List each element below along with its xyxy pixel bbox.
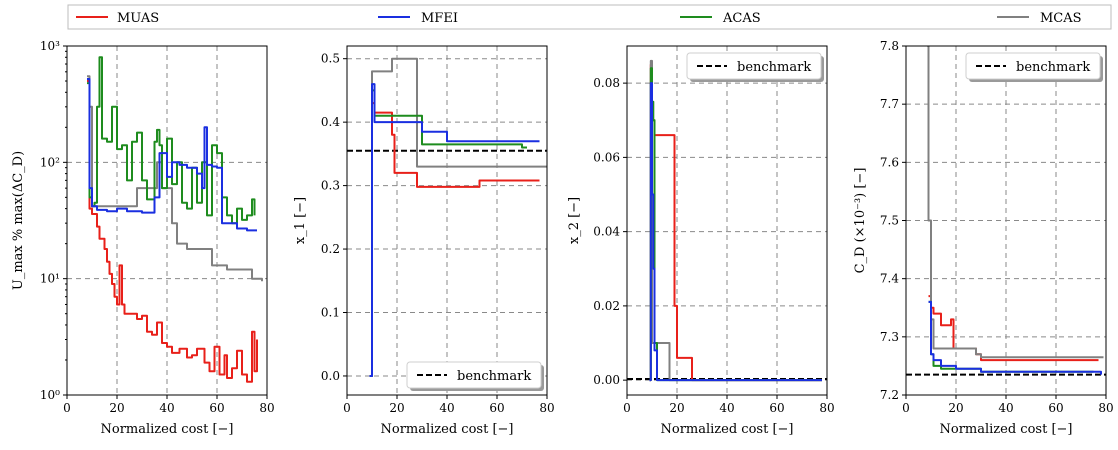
series-line-acas: [369, 89, 527, 377]
series-line-mcas: [927, 46, 1104, 359]
x-tick-label: 20: [109, 401, 124, 415]
plot-panels: 0 20 40 60 80 10⁰ 10¹ 10² 10³ Normalized cost [−]…: [11, 39, 1114, 437]
series-line-muas: [649, 63, 822, 382]
benchmark-legend-label: benchmark: [737, 60, 811, 75]
x-tick-label: 40: [159, 401, 174, 415]
legend-frame: [67, 4, 1112, 30]
x-tick-label: 80: [819, 401, 834, 415]
x-tick-label: 20: [389, 401, 404, 415]
x-axis-label: Normalized cost [−]: [381, 422, 514, 437]
x-axis-label: Normalized cost [−]: [661, 422, 794, 437]
y-tick-label: 10²: [40, 155, 60, 169]
y-tick-label: 7.6: [880, 155, 899, 169]
y-tick-label: 0.02: [593, 299, 620, 313]
y-axis-label: C_D (×10⁻³) [−]: [853, 168, 868, 274]
y-tick-label: 10⁰: [40, 388, 60, 402]
x-tick-label: 80: [539, 401, 554, 415]
legend-label-mfei: MFEI: [421, 11, 458, 26]
panel-3: 0 20 40 60 80 0.00 0.02 0.04 0.06 0.08 Normalized …: [567, 45, 835, 437]
y-axis-label: x_1 [−]: [293, 197, 308, 244]
series-line-muas: [87, 80, 258, 383]
legend-label-acas: ACAS: [722, 11, 761, 26]
x-tick-label: 0: [63, 401, 71, 415]
y-tick-label: 0.00: [593, 373, 620, 387]
x-tick-label: 0: [343, 401, 351, 415]
series-line-acas: [87, 56, 256, 225]
y-tick-label: 7.4: [880, 272, 899, 286]
x-tick-label: 40: [998, 401, 1013, 415]
series-line-mfei: [87, 78, 257, 232]
benchmark-legend-box: [965, 52, 1101, 80]
y-tick-label: 10¹: [40, 272, 60, 286]
y-tick-label: 7.7: [880, 97, 899, 111]
x-tick-label: 40: [719, 401, 734, 415]
y-tick-label: 10³: [40, 39, 60, 53]
panel-4: 0 20 40 60 80 7.2 7.3 7.4 7.5 7.6 7.7 7.8 Normalized…: [853, 39, 1114, 437]
series-line-mfei: [649, 82, 822, 382]
y-tick-label: 0.1: [321, 306, 340, 320]
legend: MUAS MFEI ACAS MCAS: [67, 4, 1112, 30]
panel-1: 0 20 40 60 80 10⁰ 10¹ 10² 10³ Normalized cost [−]…: [11, 39, 275, 437]
x-axis-label: Normalized cost [−]: [940, 422, 1073, 437]
x-tick-label: 80: [259, 401, 274, 415]
y-tick-label: 7.2: [880, 388, 899, 402]
benchmark-legend-label: benchmark: [457, 369, 531, 384]
series-line-mfei: [369, 83, 540, 377]
panel-2: 0 20 40 60 80 0.0 0.1 0.2 0.3 0.4 0.5 Normalized co…: [293, 45, 555, 437]
benchmark-legend-box: [406, 361, 542, 389]
x-tick-label: 80: [1098, 401, 1113, 415]
y-tick-label: 0.3: [321, 179, 340, 193]
x-tick-label: 0: [623, 401, 631, 415]
y-tick-label: 0.2: [321, 242, 340, 256]
x-tick-label: 40: [439, 401, 454, 415]
benchmark-legend-label: benchmark: [1016, 60, 1090, 75]
legend-label-mcas: MCAS: [1040, 11, 1082, 26]
x-tick-label: 60: [769, 401, 784, 415]
y-tick-label: 7.5: [880, 214, 899, 228]
x-tick-label: 20: [669, 401, 684, 415]
y-tick-label: 7.8: [880, 39, 899, 53]
y-tick-label: 0.04: [593, 225, 620, 239]
series-line-mcas: [369, 57, 547, 377]
y-tick-label: 7.3: [880, 330, 899, 344]
y-tick-label: 0.0: [321, 369, 340, 383]
y-tick-label: 0.06: [593, 150, 620, 164]
y-tick-label: 0.5: [321, 52, 340, 66]
y-axis-label: x_2 [−]: [567, 197, 582, 244]
y-tick-label: 0.4: [321, 115, 340, 129]
series-line-muas: [928, 295, 1099, 362]
benchmark-legend-box: [686, 52, 822, 80]
x-tick-label: 60: [489, 401, 504, 415]
x-axis-label: Normalized cost [−]: [101, 422, 234, 437]
legend-label-muas: MUAS: [117, 11, 159, 26]
y-axis-label: U_max % max(ΔC_D): [11, 151, 26, 290]
x-tick-label: 0: [902, 401, 910, 415]
series-line-mcas: [87, 75, 263, 282]
series-line-mfei: [928, 300, 1102, 375]
x-tick-label: 60: [209, 401, 224, 415]
x-tick-label: 60: [1048, 401, 1063, 415]
x-tick-label: 20: [948, 401, 963, 415]
y-tick-label: 0.08: [593, 76, 620, 90]
